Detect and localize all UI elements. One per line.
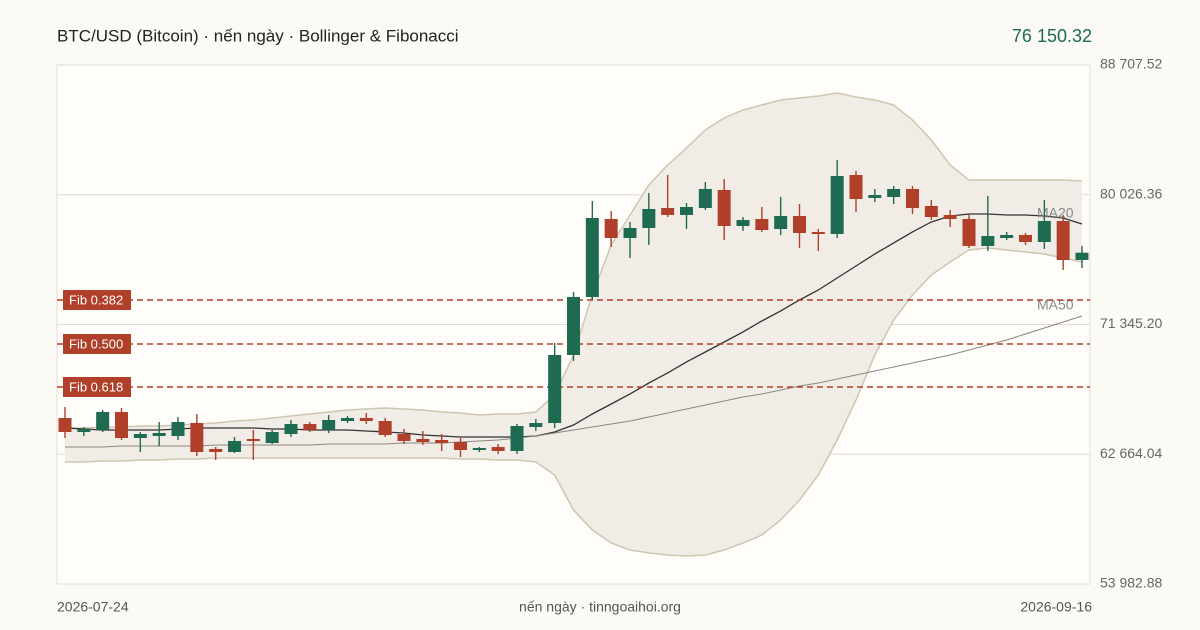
candle-body — [736, 219, 750, 226]
candle-body — [717, 189, 731, 226]
candle-body — [811, 231, 825, 234]
last-price: 76 150.32 — [1012, 26, 1092, 46]
chart-title: BTC/USD (Bitcoin) · nến ngày · Bollinger… — [57, 26, 459, 45]
fib-label-box — [63, 333, 131, 354]
y-tick-label: 80 026.36 — [1100, 185, 1162, 201]
footer: nến ngày · tinngoaihoi.org — [519, 599, 681, 615]
candle-body — [604, 218, 618, 238]
candle-body — [491, 447, 505, 451]
candle-body — [246, 438, 260, 441]
candle-body — [943, 214, 957, 219]
candle-body — [887, 188, 901, 197]
candle-body — [830, 175, 844, 234]
candle-body — [152, 432, 166, 437]
candle-body — [322, 419, 336, 430]
fib-label: Fib 0.618 — [69, 379, 123, 394]
candle-body — [96, 411, 110, 430]
candle-body — [868, 194, 882, 198]
candle-body — [359, 417, 373, 421]
candle-body — [585, 217, 599, 297]
candle-body — [698, 188, 712, 208]
candle-body — [416, 438, 430, 442]
candle-body — [1075, 252, 1089, 260]
fib-label: Fib 0.500 — [69, 336, 123, 351]
y-tick-label: 53 982.88 — [1100, 575, 1162, 591]
candle-body — [284, 423, 298, 434]
candle-body — [774, 215, 788, 229]
fib-label-box — [63, 376, 131, 397]
candle-body — [661, 207, 675, 215]
candle-body — [115, 411, 128, 438]
y-tick-label: 71 345.20 — [1100, 315, 1162, 331]
candle-body — [1019, 234, 1032, 242]
candle-body — [190, 422, 204, 452]
candle-body — [567, 296, 580, 355]
candle-body — [454, 441, 467, 450]
candle-body — [303, 423, 317, 430]
fib-label: Fib 0.382 — [69, 292, 123, 307]
x-tick-label: 2026-07-24 — [57, 599, 129, 615]
candle-body — [962, 218, 976, 246]
candle-body — [265, 431, 279, 443]
candle-body — [133, 433, 147, 438]
x-tick-label: 2026-09-16 — [1020, 599, 1092, 615]
candle-body — [642, 208, 656, 228]
y-tick-label: 62 664.04 — [1100, 445, 1162, 461]
candle-body — [981, 235, 995, 246]
candle-body — [849, 174, 863, 199]
candle-body — [510, 426, 524, 451]
candle-body — [228, 440, 241, 452]
candle-body — [472, 448, 486, 450]
candle-body — [171, 421, 185, 437]
candle-body — [77, 428, 91, 432]
candle-body — [755, 218, 769, 230]
candle-body — [529, 422, 543, 427]
candle-body — [397, 433, 411, 441]
ma-label: MA50 — [1037, 297, 1074, 313]
candle-body — [58, 417, 72, 432]
ma-label: MA20 — [1037, 205, 1074, 221]
ma-line — [64, 213, 1083, 438]
candle-body — [341, 417, 354, 421]
candle-body — [793, 215, 806, 233]
candle-body — [548, 354, 562, 423]
bollinger-area — [65, 92, 1082, 557]
candle-body — [906, 188, 919, 208]
fib-label-box — [63, 289, 131, 310]
candle-body — [1037, 220, 1051, 242]
y-tick-label: 88 707.52 — [1100, 56, 1162, 72]
candle-body — [209, 448, 223, 452]
candle-body — [680, 206, 693, 215]
candle-body — [1000, 234, 1014, 238]
candle-body — [435, 439, 449, 443]
candle-body — [378, 420, 392, 435]
candle-body — [924, 205, 938, 217]
bollinger-lower — [65, 247, 1083, 557]
candle-body — [623, 227, 637, 238]
candle-body — [1056, 220, 1070, 260]
